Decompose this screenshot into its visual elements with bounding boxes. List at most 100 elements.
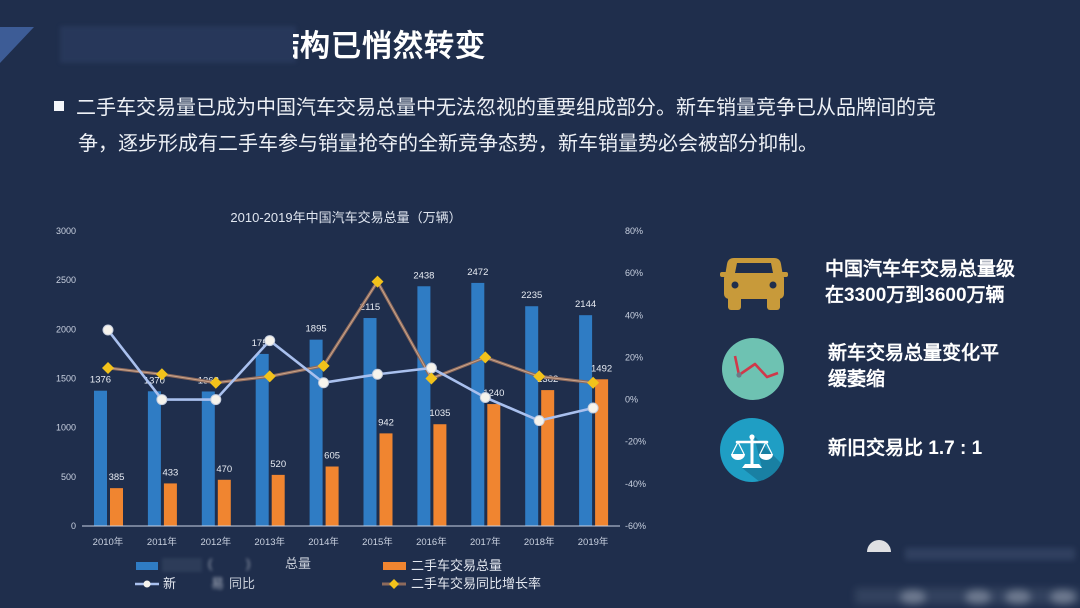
legend-used-growth-label: 二手车交易同比增长率: [411, 576, 542, 591]
new-growth-point: [264, 335, 276, 347]
bar-new-car-total: [417, 286, 431, 526]
bar-new-car-total: [309, 339, 323, 526]
y-axis-tick-label: 500: [61, 472, 76, 482]
legend-used-total-label: 二手车交易总量: [411, 558, 503, 573]
new-growth-point: [210, 394, 222, 406]
bar-new-car-total: [579, 315, 593, 526]
bar-new-car-total: [147, 391, 161, 526]
legend-swatch-used-total: [383, 562, 406, 570]
used-growth-point: [263, 370, 276, 383]
bar-used-car-total: [325, 466, 339, 526]
bar-value-label: 520: [270, 459, 286, 470]
y-axis-tick-label: 2500: [56, 275, 76, 285]
bar-value-label: 2472: [467, 267, 488, 278]
bar-value-label: 2438: [413, 270, 434, 281]
bar-used-car-total: [487, 404, 501, 526]
legend-obscured-region: [162, 558, 202, 572]
used-growth-point: [479, 351, 492, 364]
highlight-text-line: 新旧交易比 1.7 : 1: [828, 438, 983, 459]
bar-used-car-total: [271, 474, 285, 526]
bar-new-car-total: [94, 390, 107, 526]
new-growth-point: [318, 377, 330, 389]
highlight-text-line: 在3300万到3600万辆: [825, 285, 1005, 306]
heading-partial-glyph: 结: [293, 30, 300, 64]
bar-value-label: 1376: [90, 375, 111, 386]
legend-dot-icon: [143, 580, 151, 588]
y-axis-tick-label: 0: [71, 521, 76, 531]
blurred-header-overlay: [60, 26, 296, 63]
used-growth-point: [425, 372, 438, 385]
bar-value-label: 1895: [306, 324, 327, 335]
y2-axis-tick-label: 0%: [625, 395, 638, 405]
x-axis-tick-label: 2019年: [578, 536, 609, 548]
car-icon: [720, 258, 788, 310]
bar-value-label: 1370: [144, 375, 165, 386]
used-growth-point: [587, 376, 600, 389]
bullet-text-line-2: 争，逐步形成有二手车参与销量抢夺的全新竞争态势，新车销量势必会被部分抑制。: [78, 133, 818, 155]
bar-value-label: 470: [216, 464, 232, 475]
watermark-blob: [900, 590, 926, 604]
used-growth-point: [102, 361, 114, 374]
y-axis-tick-label: 1500: [56, 374, 76, 384]
new-growth-point: [156, 394, 168, 406]
y-axis-tick-label: 2000: [56, 324, 76, 334]
legend-marker-new-growth: [135, 580, 159, 588]
y2-axis-tick-label: -40%: [625, 479, 646, 489]
bar-value-label: 1382: [537, 374, 558, 385]
legend-new-total-fragment: (: [208, 556, 213, 571]
bar-used-car-total: [595, 379, 609, 526]
x-axis-tick-label: 2013年: [254, 536, 285, 548]
y2-axis-tick-label: 80%: [625, 226, 643, 236]
y-axis-tick-label: 3000: [56, 226, 76, 236]
highlight-text-line: 缓萎缩: [828, 369, 886, 390]
y2-axis-tick-label: 60%: [625, 268, 643, 278]
new-growth-point: [479, 391, 491, 403]
bar-value-label: 1492: [591, 363, 612, 374]
chart-title: 2010-2019年中国汽车交易总量（万辆）: [230, 210, 462, 225]
bar-used-car-total: [433, 424, 447, 526]
bar-value-label: 1240: [483, 388, 504, 399]
y2-axis-tick-label: -20%: [625, 437, 646, 447]
x-axis-tick-label: 2014年: [308, 536, 339, 548]
bar-value-label: 2144: [575, 299, 596, 310]
bar-value-label: 1750: [252, 338, 273, 349]
bar-used-car-total: [217, 479, 231, 526]
new-growth-point: [425, 362, 437, 374]
highlight-new-car-trend: 新车交易总量变化平 缓萎缩: [828, 341, 999, 393]
y2-axis-tick-label: 20%: [625, 352, 643, 362]
watermark-logo-shape: [867, 540, 891, 552]
bar-used-car-total: [110, 488, 123, 526]
legend-new-total-label: 总量: [285, 556, 312, 571]
new-growth-point: [533, 415, 545, 427]
legend-marker-used-growth: [382, 579, 406, 589]
watermark-blob: [1005, 590, 1031, 604]
bar-new-car-total: [363, 318, 377, 526]
bar-value-label: 433: [162, 467, 178, 478]
new-growth-line: [106, 329, 594, 423]
highlight-text-line: 中国汽车年交易总量级: [825, 259, 1016, 280]
used-growth-line-highlight: [107, 280, 594, 384]
highlight-text-line: 新车交易总量变化平: [828, 343, 1000, 364]
bar-used-car-total: [163, 483, 177, 526]
new-growth-point: [587, 402, 599, 414]
used-growth-point: [317, 359, 330, 372]
bar-used-car-total: [379, 433, 393, 526]
legend-new-growth-fragment: 同比: [229, 576, 256, 591]
y2-axis-tick-label: 40%: [625, 310, 643, 320]
bar-value-label: 385: [109, 472, 125, 483]
bar-used-car-total: [541, 390, 555, 526]
x-axis-tick-label: 2016年: [416, 536, 447, 548]
watermark-band: [905, 548, 1075, 560]
new-growth-point: [372, 368, 383, 380]
bar-new-car-total: [255, 353, 269, 526]
watermark-blob: [965, 590, 991, 604]
x-axis-tick-label: 2015年: [362, 536, 393, 548]
x-axis-tick-label: 2012年: [200, 536, 231, 548]
y-axis-tick-label: 1000: [56, 423, 76, 433]
used-growth-point: [155, 368, 168, 381]
blurred-watermark: [855, 530, 1080, 608]
legend-new-growth-fragment: 新: [163, 576, 177, 591]
highlight-total-volume: 中国汽车年交易总量级 在3300万到3600万辆: [825, 257, 1015, 309]
x-axis-tick-label: 2018年: [524, 536, 555, 548]
new-growth-point: [102, 324, 114, 336]
